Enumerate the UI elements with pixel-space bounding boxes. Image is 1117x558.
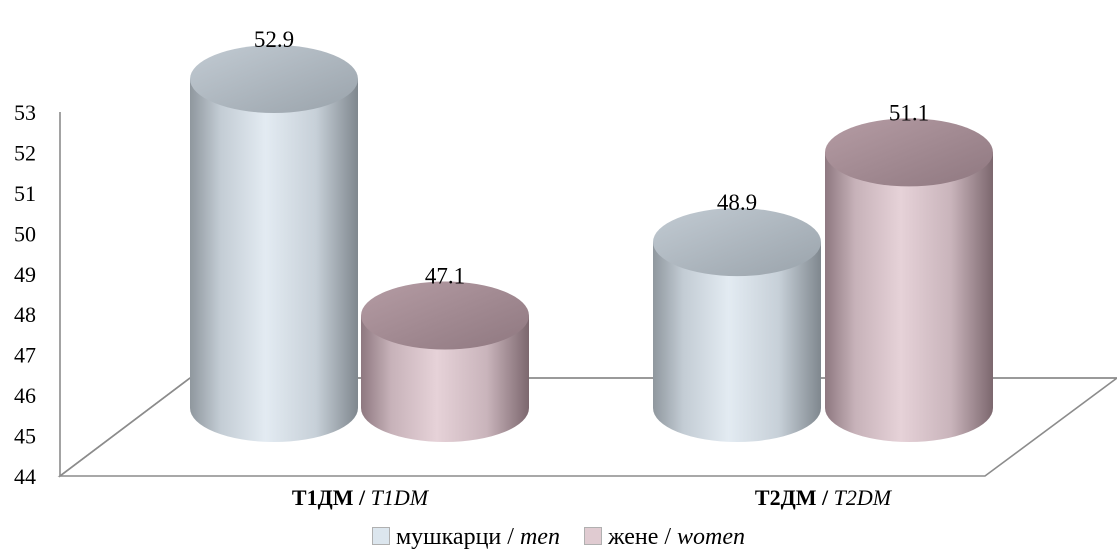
bar-top <box>361 281 529 350</box>
bar-top <box>190 45 358 113</box>
data-label: 48.9 <box>717 190 757 215</box>
x-category-label: Т2ДМ / T2DM <box>755 485 893 510</box>
category-name: Т1ДМ <box>292 485 354 510</box>
legend-swatch <box>583 527 602 545</box>
y-tick-label: 52 <box>14 140 36 165</box>
x-axis-categories: Т1ДМ / T1DM Т2ДМ / T2DM <box>292 485 893 510</box>
legend-separator: / <box>658 524 678 550</box>
bar-body <box>653 242 821 442</box>
bar-top <box>825 118 993 187</box>
bar-body <box>825 152 993 443</box>
category-name: Т2ДМ <box>755 485 817 510</box>
legend-separator: / <box>501 524 520 550</box>
y-tick-label: 49 <box>14 262 36 287</box>
legend-entry: мушкарци / men <box>371 524 560 551</box>
data-label: 47.1 <box>425 264 465 289</box>
category-name-alt: T2DM <box>834 485 893 510</box>
bar: 51.1 <box>825 100 993 443</box>
y-tick-label: 53 <box>14 100 36 125</box>
floor <box>57 377 1117 477</box>
bar-top <box>653 208 821 277</box>
y-tick-label: 45 <box>14 424 36 449</box>
y-tick-label: 46 <box>14 383 36 408</box>
data-label: 52.9 <box>254 27 294 52</box>
bar-body <box>361 315 529 442</box>
legend-entry: жене / women <box>583 524 746 551</box>
legend-label: жене <box>607 524 659 550</box>
legend-swatch <box>371 527 390 545</box>
data-label: 51.1 <box>889 100 929 125</box>
y-tick-label: 44 <box>14 464 36 489</box>
legend-label-alt: men <box>519 524 560 550</box>
category-separator: / <box>354 485 371 510</box>
y-tick-label: 51 <box>14 181 36 206</box>
category-name-alt: T1DM <box>371 485 430 510</box>
bar: 52.9 <box>190 27 358 442</box>
y-axis-ticks: 44 45 46 47 48 49 50 51 52 53 <box>14 100 36 489</box>
bar-body <box>190 79 358 442</box>
legend: мушкарци / men жене / women <box>0 524 1117 551</box>
category-separator: / <box>817 485 834 510</box>
legend-label-alt: women <box>677 524 746 550</box>
bar: 48.9 <box>653 190 821 442</box>
bar: 47.1 <box>361 264 529 442</box>
legend-label: мушкарци <box>395 524 502 550</box>
y-tick-label: 48 <box>14 302 36 327</box>
y-tick-label: 50 <box>14 221 36 246</box>
x-category-label: Т1ДМ / T1DM <box>292 485 430 510</box>
back-wall-axis <box>59 112 191 478</box>
bars: 52.9 47.1 48.9 51.1 <box>190 27 993 443</box>
y-tick-label: 47 <box>14 343 36 368</box>
